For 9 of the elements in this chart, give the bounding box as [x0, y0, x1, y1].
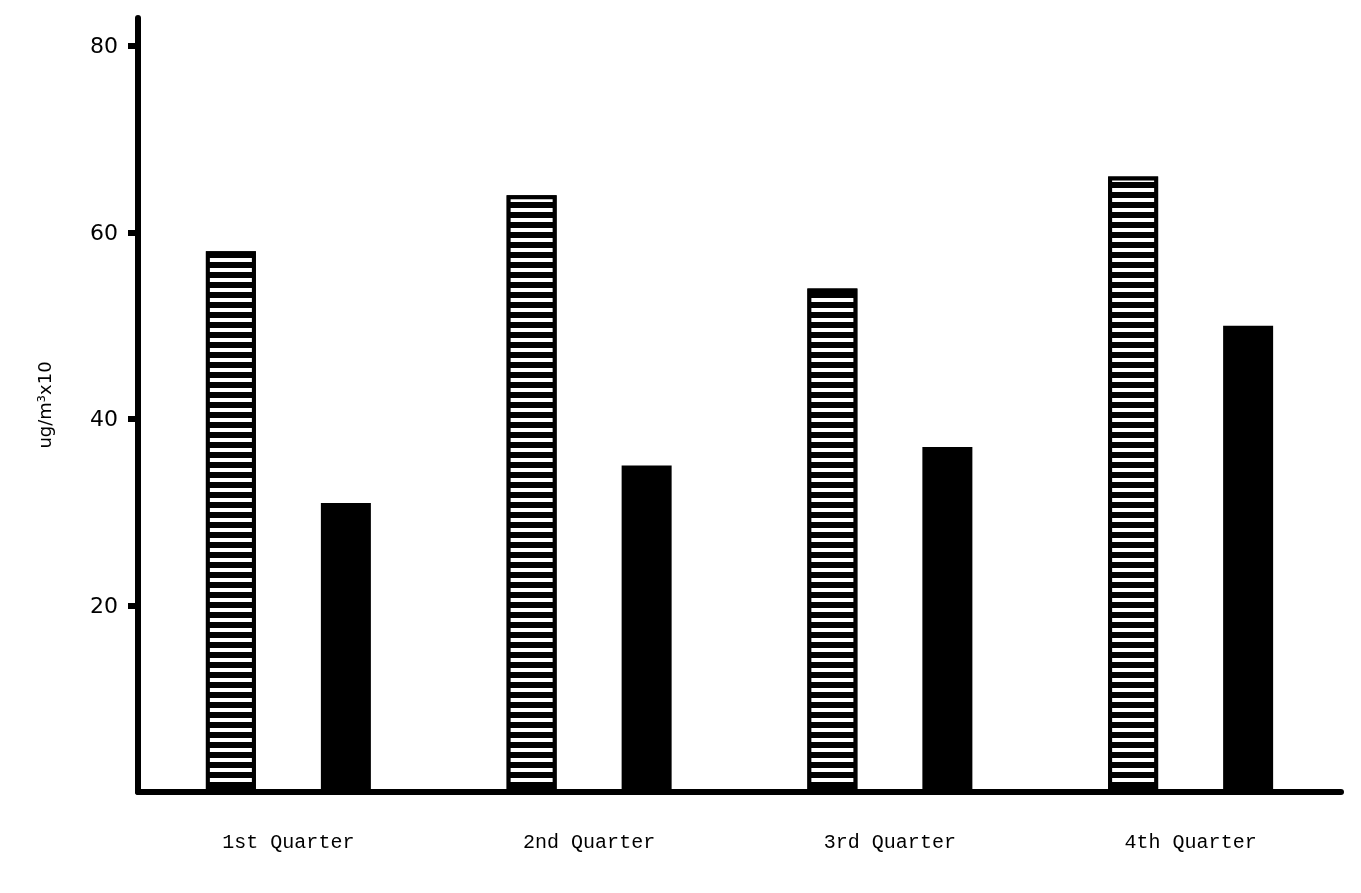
x-tick-label: 3rd Quarter — [823, 830, 956, 854]
y-axis-title: ug/m³x10 — [33, 361, 55, 449]
y-tick-label: 20 — [90, 592, 118, 618]
y-tick-label: 40 — [90, 406, 118, 432]
x-tick-label: 2nd Quarter — [523, 830, 656, 854]
y-tick-label: 60 — [90, 219, 118, 245]
y-tick-label: 80 — [90, 33, 118, 59]
x-tick-label: 1st Quarter — [222, 830, 355, 854]
x-tick-label: 4th Quarter — [1124, 830, 1257, 854]
